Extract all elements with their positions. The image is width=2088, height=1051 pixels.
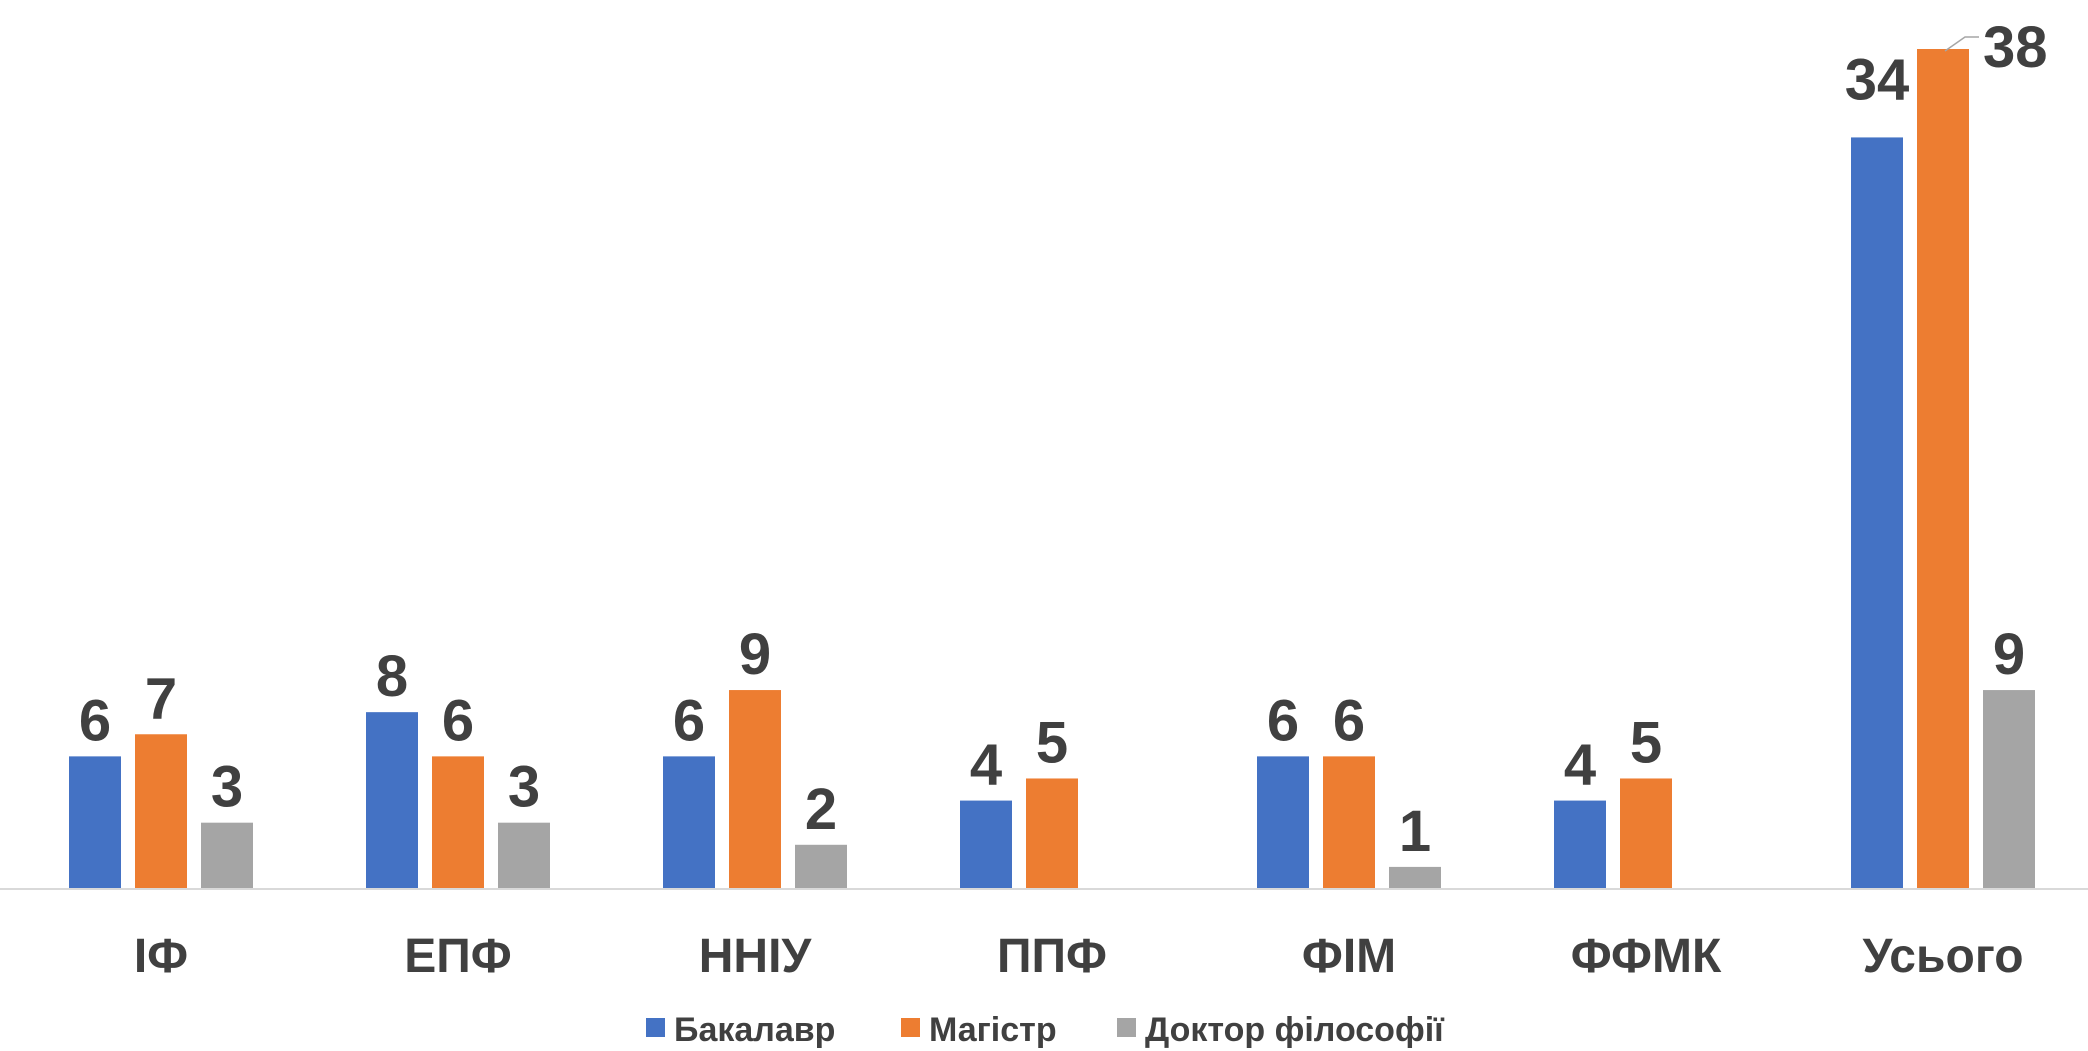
- bar-2-0: [663, 756, 715, 889]
- bar-6-0: [1851, 137, 1903, 890]
- bar-1-2: [498, 822, 550, 889]
- data-label-6-1: 38: [1983, 15, 2048, 80]
- category-label-6: Усього: [1862, 930, 2023, 983]
- bar-0-0: [69, 756, 121, 889]
- data-label-1-0: 8: [376, 644, 408, 709]
- bar-3-0: [960, 800, 1012, 889]
- leader-line: [1944, 36, 1979, 52]
- bar-1-0: [366, 712, 418, 889]
- category-label-0: ІФ: [134, 930, 188, 983]
- bar-4-1: [1323, 756, 1375, 889]
- data-label-3-1: 5: [1036, 710, 1068, 775]
- bar-1-1: [432, 756, 484, 889]
- data-label-2-1: 9: [739, 622, 771, 687]
- legend-label-1: Магістр: [929, 1011, 1057, 1049]
- data-label-4-0: 6: [1267, 688, 1299, 753]
- bar-0-2: [201, 822, 253, 889]
- bar-4-2: [1389, 866, 1441, 889]
- data-label-0-1: 7: [145, 666, 177, 731]
- data-label-6-0: 34: [1845, 47, 1910, 112]
- data-label-1-1: 6: [442, 688, 474, 753]
- data-label-0-0: 6: [79, 688, 111, 753]
- bar-3-1: [1026, 778, 1078, 889]
- data-label-2-0: 6: [673, 688, 705, 753]
- data-label-5-0: 4: [1564, 733, 1596, 798]
- data-label-3-0: 4: [970, 733, 1002, 798]
- category-label-1: ЕПФ: [404, 930, 511, 983]
- bar-4-0: [1257, 756, 1309, 889]
- category-label-2: ННІУ: [699, 930, 813, 983]
- category-labels-layer: ІФ ЕПФ ННІУ ППФ ФІМ ФФМК Усього: [134, 930, 2024, 983]
- category-label-5: ФФМК: [1571, 930, 1722, 983]
- bar-5-1: [1620, 778, 1672, 889]
- bar-2-1: [729, 690, 781, 889]
- legend-swatch-2: [1117, 1018, 1136, 1037]
- data-label-6-2: 9: [1993, 622, 2025, 687]
- legend-label-2: Доктор філософії: [1145, 1011, 1445, 1049]
- category-label-3: ППФ: [997, 930, 1107, 983]
- bar-5-0: [1554, 800, 1606, 889]
- legend-swatch-0: [646, 1018, 665, 1037]
- data-label-5-1: 5: [1630, 710, 1662, 775]
- data-label-0-2: 3: [211, 755, 243, 820]
- bar-2-2: [795, 844, 847, 889]
- data-label-4-2: 1: [1399, 799, 1431, 864]
- legend-label-0: Бакалавр: [674, 1011, 835, 1049]
- bar-0-1: [135, 734, 187, 889]
- legend: Бакалавр Магістр Доктор філософії: [646, 1011, 1445, 1049]
- data-label-1-2: 3: [508, 755, 540, 820]
- bars-layer: [69, 49, 2035, 890]
- bar-6-2: [1983, 690, 2035, 889]
- data-label-4-1: 6: [1333, 688, 1365, 753]
- legend-swatch-1: [901, 1018, 920, 1037]
- category-label-4: ФІМ: [1302, 930, 1396, 983]
- bar-6-1: [1917, 49, 1969, 889]
- data-label-2-2: 2: [805, 777, 837, 842]
